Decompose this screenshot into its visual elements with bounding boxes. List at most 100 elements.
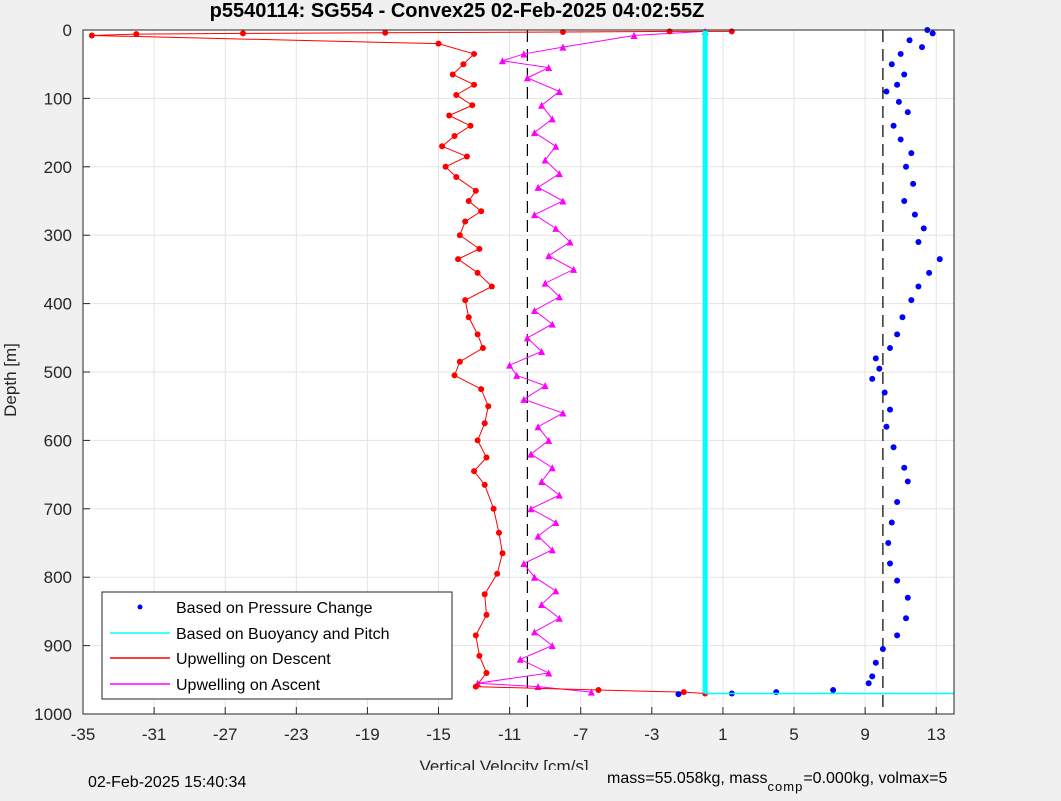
- data-point: [887, 406, 894, 413]
- data-point: [904, 109, 911, 116]
- data-point: [555, 293, 563, 301]
- y-tick-label: 400: [44, 295, 72, 314]
- chart-title: p5540114: SG554 - Convex25 02-Feb-2025 0…: [210, 0, 705, 22]
- legend-entry: Upwelling on Descent: [110, 651, 331, 668]
- data-point: [495, 529, 502, 536]
- chart: -35 -31 -27 -23 -19 -15 -11 -7 -3 1 5 9 13 010020030…: [1, 0, 955, 770]
- x-tick-label: -23: [284, 725, 309, 744]
- data-point: [548, 320, 556, 328]
- x-tick-label: 9: [860, 725, 869, 744]
- data-point: [538, 347, 546, 355]
- data-point: [469, 102, 476, 109]
- data-point: [472, 683, 479, 690]
- data-point: [872, 659, 879, 666]
- data-point: [538, 601, 546, 609]
- y-tick-label: 900: [44, 637, 72, 656]
- data-point: [566, 238, 574, 246]
- data-point: [455, 256, 462, 263]
- data-point: [885, 540, 892, 546]
- data-point: [527, 505, 535, 513]
- footer-mass-comp-sub: comp: [767, 779, 804, 794]
- data-point: [555, 491, 563, 499]
- data-point: [478, 208, 485, 215]
- data-point: [451, 133, 458, 140]
- data-point: [481, 481, 488, 488]
- data-point: [474, 437, 481, 444]
- footer-mass-text: mass=55.058kg, mass: [607, 770, 768, 787]
- data-point: [527, 450, 535, 458]
- data-point: [453, 91, 460, 98]
- legend-swatch: [137, 604, 143, 610]
- y-tick-label: 1000: [34, 705, 72, 724]
- data-point: [887, 345, 894, 352]
- data-point: [595, 687, 602, 694]
- data-point: [552, 587, 560, 595]
- data-point: [680, 689, 687, 696]
- data-point: [474, 331, 481, 338]
- data-point: [439, 143, 446, 150]
- x-tick-label: 5: [789, 725, 798, 744]
- data-point: [465, 314, 472, 321]
- data-point: [908, 150, 915, 157]
- series-layer: [88, 27, 954, 698]
- data-point: [446, 112, 453, 119]
- data-point: [453, 174, 460, 181]
- data-point: [926, 269, 933, 276]
- data-point: [883, 423, 890, 430]
- data-point: [869, 375, 876, 382]
- data-point: [894, 577, 901, 584]
- series-based-on-buoyancy-and-pitch: [702, 30, 954, 695]
- data-point: [456, 358, 463, 365]
- series-upwelling-on-descent: [88, 28, 735, 697]
- data-point: [541, 156, 549, 164]
- grid: [82, 29, 954, 715]
- data-point: [908, 297, 915, 304]
- data-point: [456, 232, 463, 239]
- data-point: [915, 239, 922, 246]
- x-tick-label: -3: [644, 725, 659, 744]
- data-point: [488, 283, 495, 290]
- data-point: [555, 614, 563, 622]
- data-point: [523, 74, 531, 82]
- legend-entry: Based on Pressure Change: [137, 600, 373, 617]
- footer-mass-info: mass=55.058kg, masscomp=0.000kg, volmax=…: [607, 770, 947, 794]
- data-point: [904, 478, 911, 485]
- data-point: [545, 252, 553, 260]
- data-point: [559, 29, 566, 36]
- y-tick-label: 0: [63, 21, 72, 40]
- data-point: [552, 518, 560, 526]
- data-point: [872, 355, 879, 362]
- data-point: [894, 498, 901, 505]
- data-point: [483, 669, 490, 676]
- data-point: [442, 163, 449, 170]
- data-point: [520, 395, 528, 403]
- footer-timestamp: 02-Feb-2025 15:40:34: [88, 774, 247, 791]
- x-tick-label: -11: [498, 725, 521, 744]
- data-point: [869, 673, 876, 680]
- legend-label: Upwelling on Descent: [176, 651, 331, 668]
- legend-label: Upwelling on Ascent: [176, 677, 321, 694]
- data-point: [471, 468, 478, 475]
- data-point: [570, 265, 578, 273]
- data-point: [897, 50, 904, 57]
- data-point: [538, 101, 546, 109]
- data-point: [890, 122, 897, 129]
- data-point: [936, 256, 943, 263]
- legend-box: [101, 591, 453, 700]
- data-point: [494, 570, 501, 577]
- data-point: [548, 642, 556, 650]
- data-point: [675, 691, 682, 698]
- data-point: [897, 136, 904, 143]
- data-point: [906, 37, 913, 44]
- data-point: [899, 314, 906, 321]
- data-point: [530, 129, 538, 137]
- data-point: [630, 31, 638, 39]
- data-point: [481, 420, 488, 427]
- data-point: [915, 283, 922, 290]
- legend: Based on Pressure Change Based on Buoyanc…: [101, 591, 453, 700]
- data-point: [538, 477, 546, 485]
- x-axis-label: Vertical Velocity [cm/s]: [419, 757, 588, 770]
- data-point: [534, 532, 542, 540]
- data-point: [901, 71, 908, 78]
- y-ticks: 0 100 200 300 400 500 600 700 800 900 1000: [34, 21, 90, 724]
